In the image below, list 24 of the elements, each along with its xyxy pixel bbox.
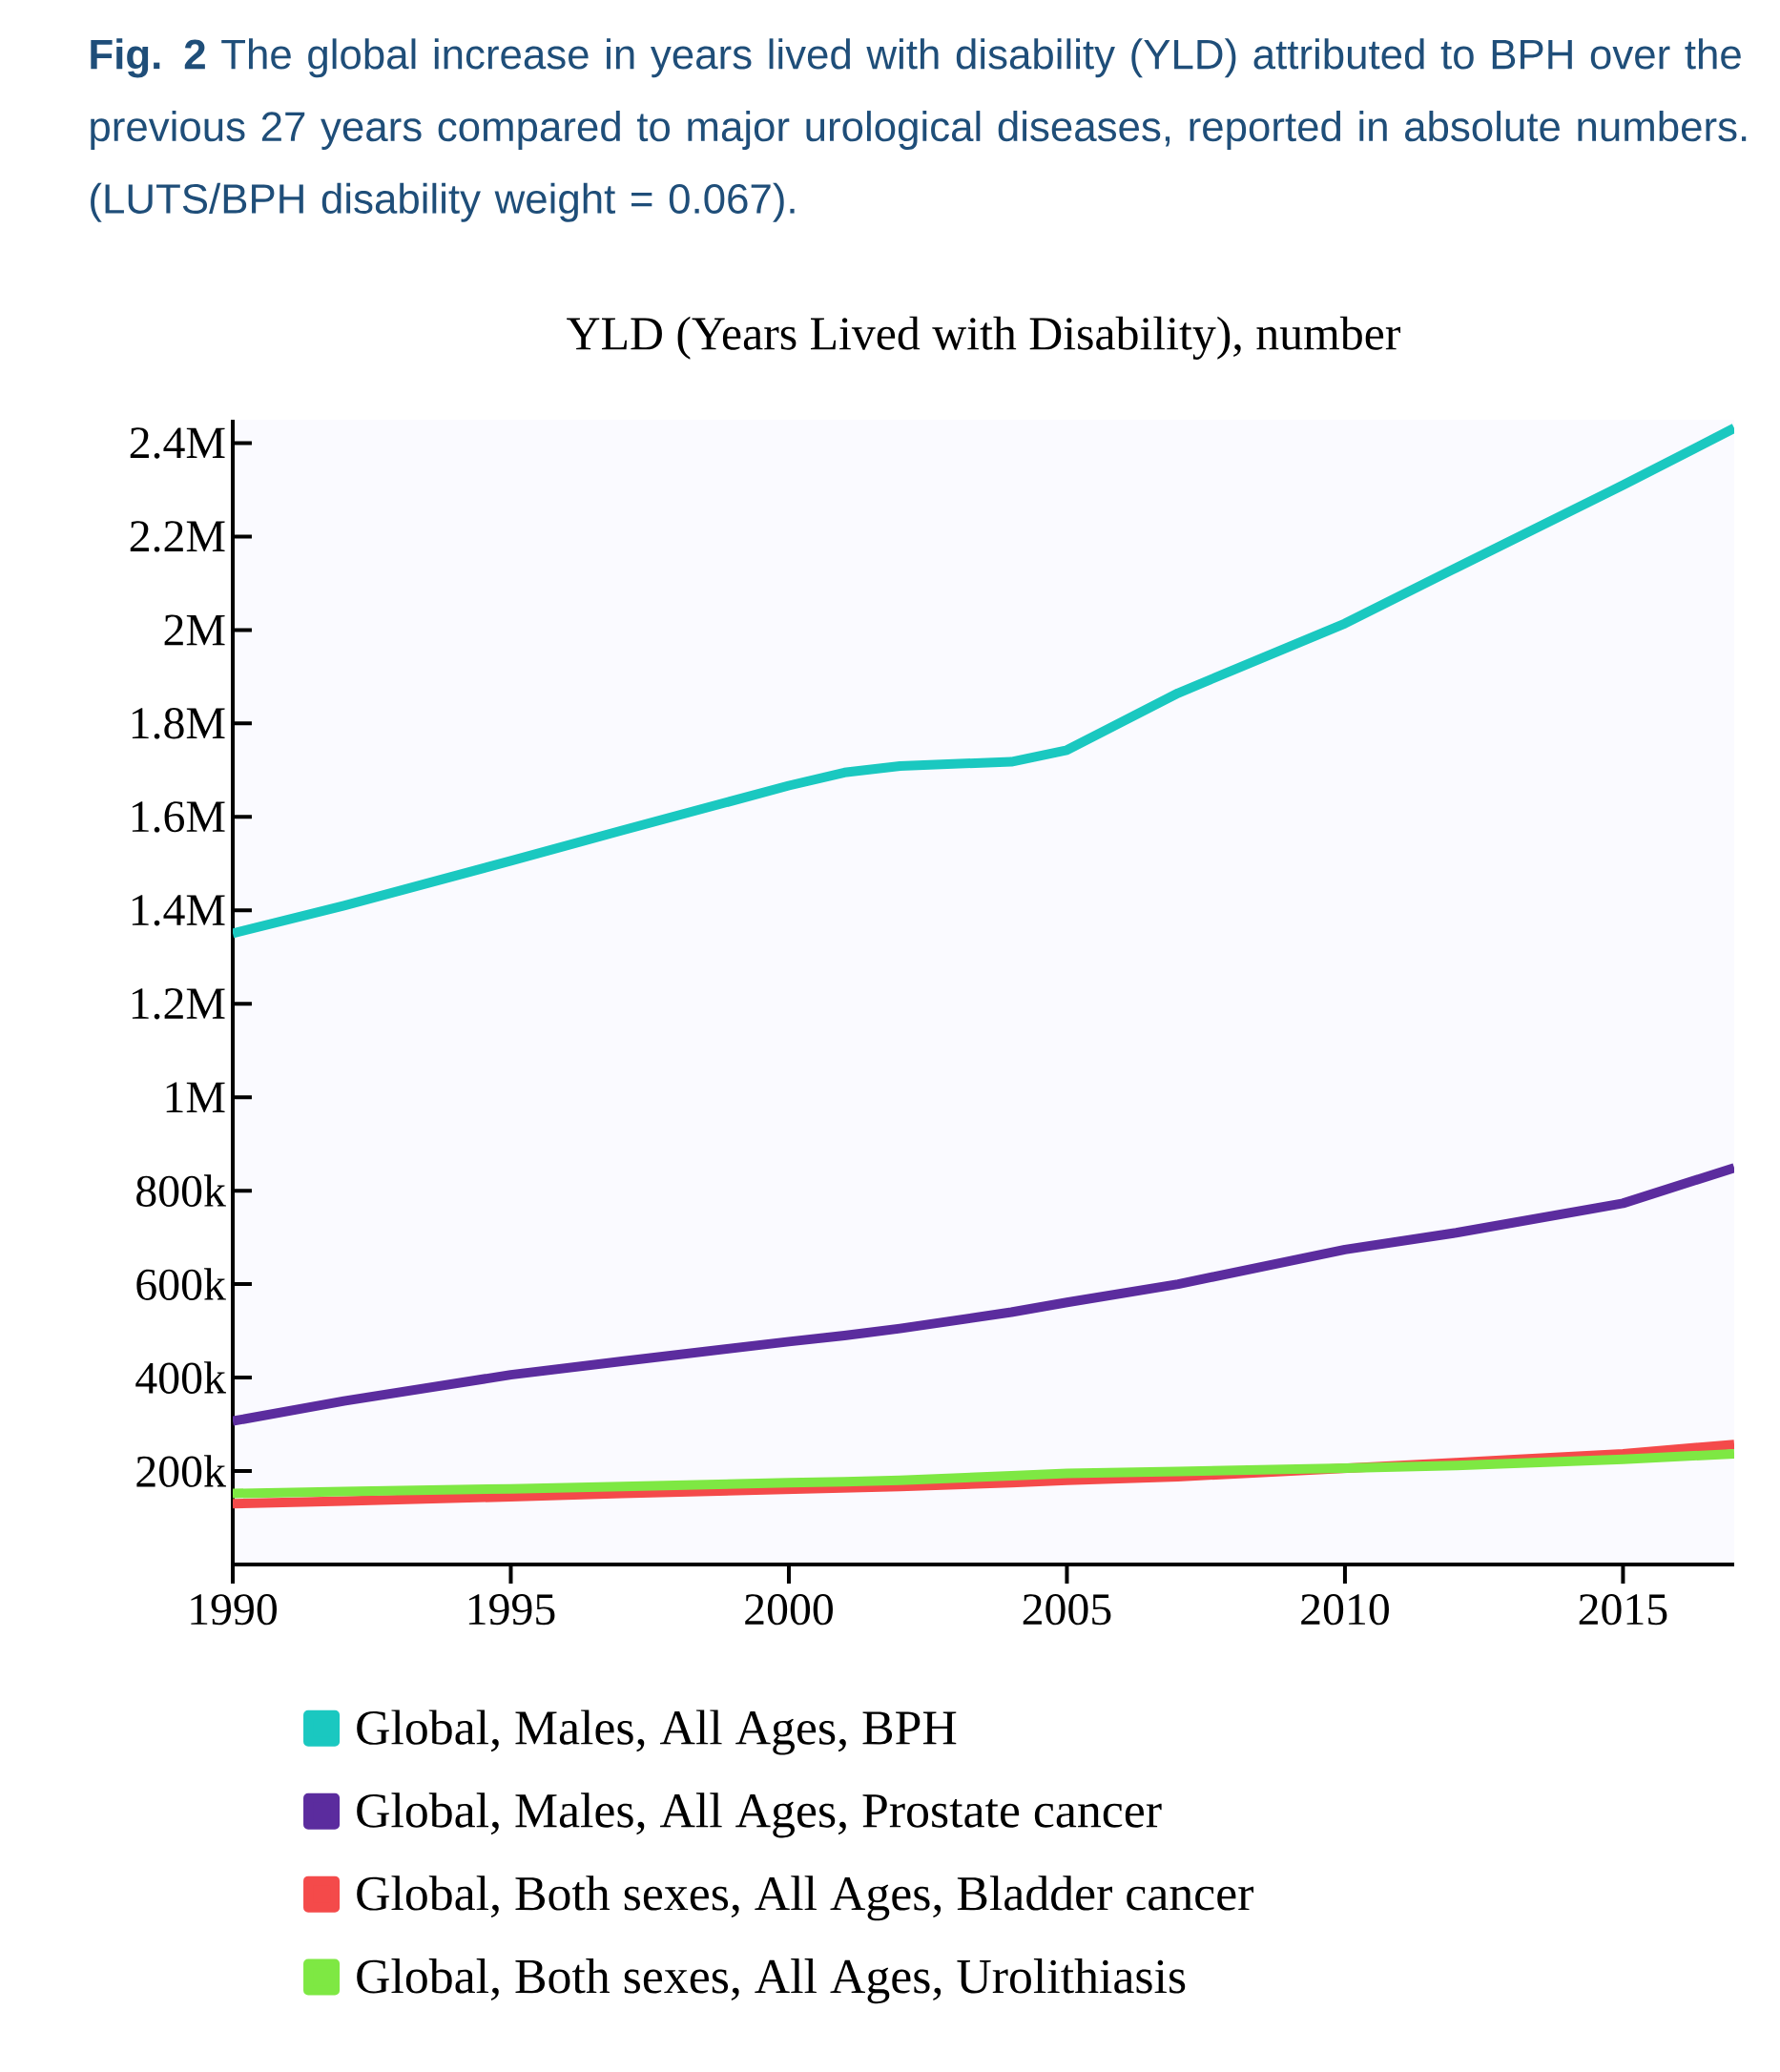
y-tick-label: 800k <box>136 1174 226 1207</box>
y-tick-label: 2M <box>164 614 225 646</box>
x-tick-label: 1995 <box>468 1594 555 1626</box>
chart-subtitle: YLD (Years Lived with Disability), number <box>567 316 1401 360</box>
legend-label: Global, Both sexes, All Ages, Bladder cancer <box>357 1875 1254 1921</box>
legend-label: Global, Males, All Ages, BPH <box>357 1709 957 1755</box>
x-tick-label: 2015 <box>1579 1594 1667 1626</box>
y-tick-label: 2.4M <box>130 427 225 459</box>
y-tick-label: 1.4M <box>132 895 225 926</box>
y-tick-label: 600k <box>136 1268 226 1300</box>
y-tick-label: 200k <box>136 1455 226 1487</box>
y-tick-label: 2.2M <box>130 521 225 552</box>
chart-title: Fig. 2 The global increase in years lived with disability (YLD) attributed to BPH over the previous 27 years compared to major urological diseases, reported in absolute numbers. (LUTS/BPH disability weight = 0.067). <box>91 38 1747 222</box>
x-tick-label: 2000 <box>745 1594 833 1626</box>
y-tick-label: 1.2M <box>132 988 225 1020</box>
x-tick-label: 1990 <box>191 1594 277 1626</box>
legend-label: Global, Males, All Ages, Prostate cancer <box>357 1792 1162 1838</box>
y-tick-label: 1.6M <box>132 801 225 833</box>
x-tick-label: 2005 <box>1023 1594 1111 1626</box>
y-tick-label: 1.8M <box>132 708 225 739</box>
x-tick-label: 2010 <box>1301 1594 1389 1626</box>
y-tick-label: 1M <box>166 1082 225 1112</box>
y-tick-label: 400k <box>135 1361 226 1394</box>
legend-label: Global, Both sexes, All Ages, Urolithiasis <box>357 1958 1186 2004</box>
